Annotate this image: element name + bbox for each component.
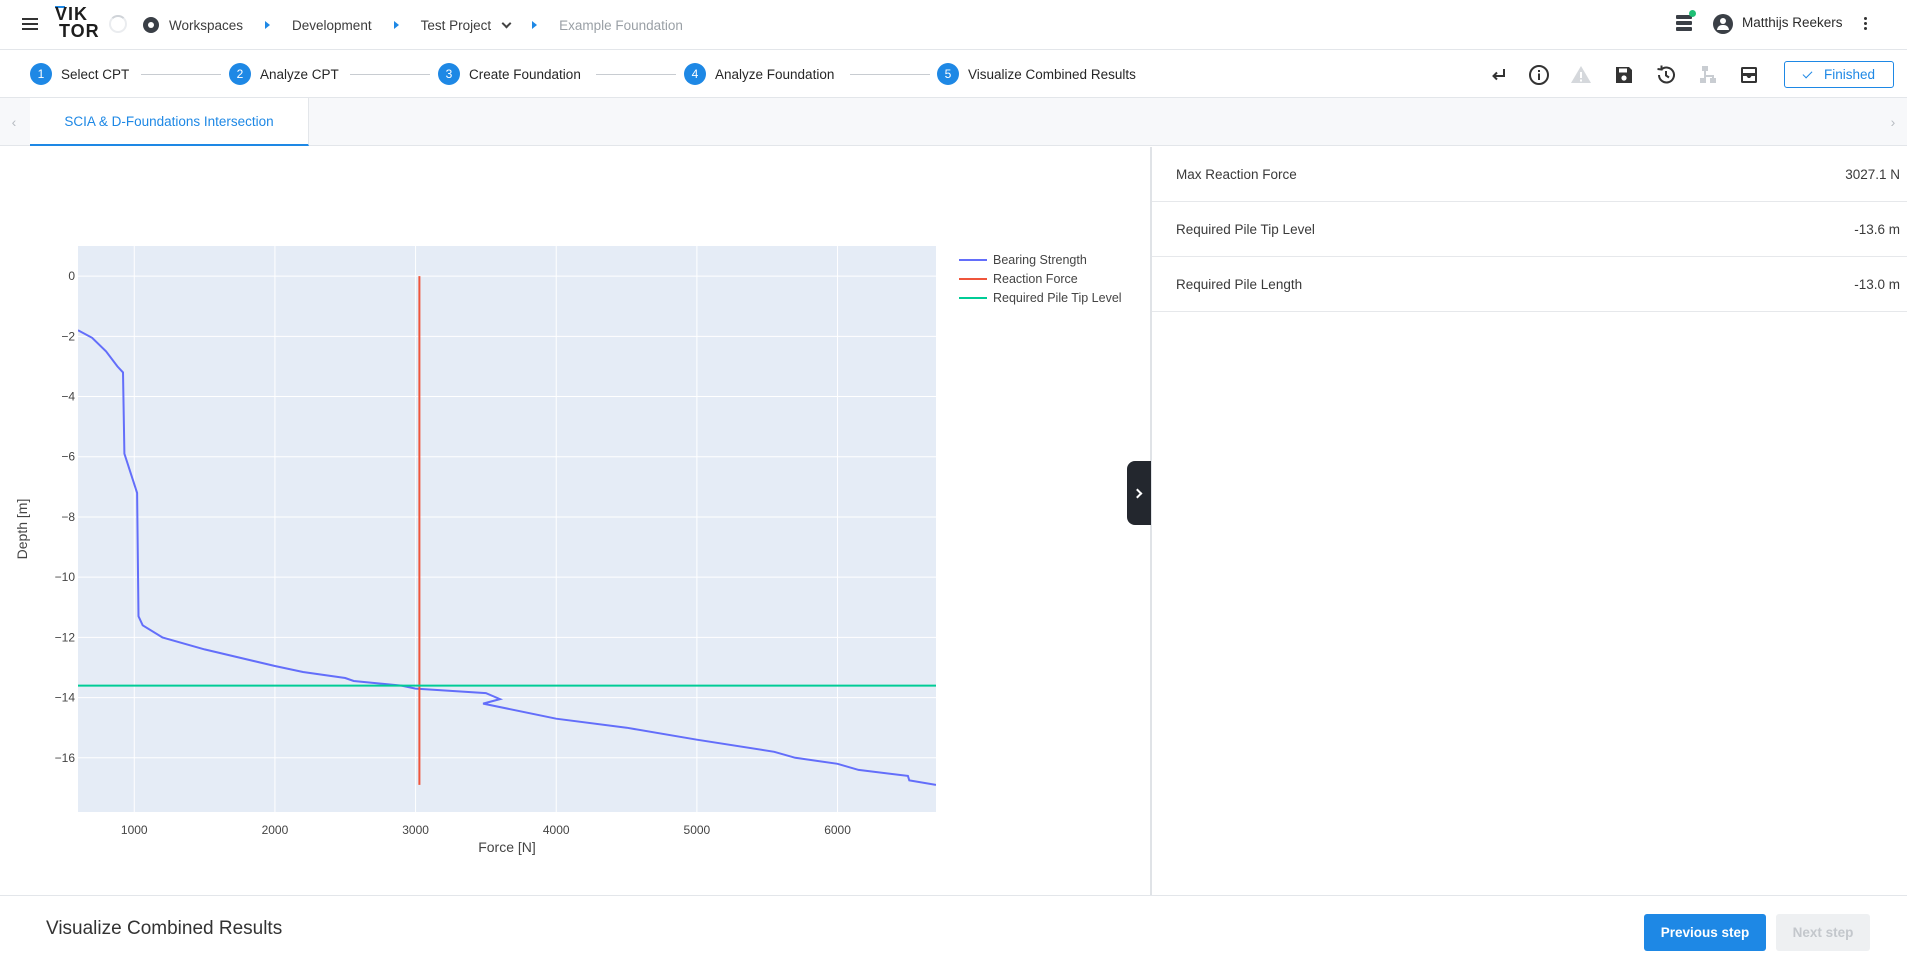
x-axis-title: Force [N]: [478, 839, 536, 855]
chevron-right-icon: [1132, 488, 1143, 498]
x-tick-label: 5000: [684, 823, 711, 837]
tab-scroll-right-icon[interactable]: ›: [1890, 114, 1896, 130]
check-icon: [1802, 68, 1813, 78]
panel-divider[interactable]: [1150, 147, 1152, 895]
tab-bar: ‹ SCIA & D-Foundations Intersection ›: [0, 98, 1907, 146]
step-analyze-foundation[interactable]: 4 Analyze Foundation: [684, 63, 834, 85]
result-row-required-pile-length: Required Pile Length -13.0 m: [1152, 257, 1907, 312]
workspaces-icon: [143, 17, 159, 33]
breadcrumb: Workspaces Development Test Project Exam…: [143, 0, 683, 50]
footer: Visualize Combined Results Previous step…: [0, 895, 1907, 965]
y-tick-label: −4: [61, 390, 75, 404]
logo-accent: [55, 6, 65, 8]
result-label: Required Pile Tip Level: [1176, 221, 1315, 237]
step-label: Select CPT: [61, 66, 130, 82]
y-tick-label: 0: [68, 269, 75, 283]
breadcrumb-label: Test Project: [420, 17, 492, 33]
hierarchy-icon: [1696, 63, 1720, 87]
y-tick-label: −12: [55, 630, 76, 644]
result-value: 3027.1 N: [1845, 166, 1900, 182]
y-tick-label: −16: [55, 751, 76, 765]
y-tick-label: −14: [55, 691, 76, 705]
loading-spinner-icon: [109, 15, 127, 33]
collapse-panel-button[interactable]: [1127, 461, 1151, 525]
step-number: 4: [684, 63, 706, 85]
step-number: 5: [937, 63, 959, 85]
breadcrumb-label: Example Foundation: [559, 17, 683, 33]
x-tick-label: 2000: [262, 823, 289, 837]
save-icon[interactable]: [1612, 63, 1636, 87]
legend-label: Bearing Strength: [993, 253, 1087, 267]
viktor-logo[interactable]: VIK TOR: [55, 4, 100, 41]
step-label: Create Foundation: [469, 66, 581, 82]
stepper: 1 Select CPT 2 Analyze CPT 3 Create Foun…: [0, 50, 1907, 98]
y-tick-label: −6: [61, 450, 75, 464]
result-label: Max Reaction Force: [1176, 166, 1297, 182]
x-tick-label: 3000: [402, 823, 429, 837]
info-icon[interactable]: [1527, 63, 1551, 87]
step-label: Analyze Foundation: [715, 66, 835, 82]
inbox-icon[interactable]: [1737, 63, 1761, 87]
status-dot: [1689, 10, 1696, 17]
breadcrumb-label: Development: [292, 17, 372, 33]
return-icon[interactable]: [1486, 63, 1510, 87]
result-value: -13.6 m: [1854, 221, 1900, 237]
breadcrumb-separator-icon: [265, 21, 271, 29]
next-step-button[interactable]: Next step: [1776, 914, 1870, 951]
plot-background: [78, 246, 936, 812]
y-tick-label: −10: [55, 570, 76, 584]
step-visualize-combined-results[interactable]: 5 Visualize Combined Results: [937, 63, 1136, 85]
step-create-foundation[interactable]: 3 Create Foundation: [438, 63, 581, 85]
y-tick-label: −8: [61, 510, 75, 524]
series-line-bearing-strength: [78, 329, 936, 786]
finished-button[interactable]: Finished: [1784, 61, 1894, 88]
chevron-down-icon[interactable]: [501, 18, 512, 28]
breadcrumb-development[interactable]: Development: [292, 18, 372, 33]
step-number: 1: [30, 63, 52, 85]
step-connector: [350, 74, 430, 75]
breadcrumb-separator-icon: [393, 21, 399, 29]
footer-step-title: Visualize Combined Results: [46, 918, 283, 939]
step-connector: [141, 74, 221, 75]
history-icon[interactable]: [1654, 63, 1678, 87]
top-bar: VIK TOR Workspaces Development Test Proj…: [0, 0, 1907, 50]
user-name[interactable]: Matthijs Reekers: [1742, 15, 1843, 30]
y-tick-label: −2: [61, 329, 75, 343]
step-label: Analyze CPT: [260, 66, 339, 82]
tab-scia-dfoundations-intersection[interactable]: SCIA & D-Foundations Intersection: [30, 98, 309, 146]
step-connector: [850, 74, 930, 75]
x-tick-label: 4000: [543, 823, 570, 837]
step-connector: [596, 74, 676, 75]
more-options-icon[interactable]: [1864, 17, 1868, 31]
step-number: 2: [229, 63, 251, 85]
jobs-stack-icon[interactable]: [1675, 14, 1693, 32]
step-select-cpt[interactable]: 1 Select CPT: [30, 63, 129, 85]
breadcrumb-example-foundation: Example Foundation: [559, 18, 683, 33]
result-label: Required Pile Length: [1176, 276, 1303, 292]
result-value: -13.0 m: [1854, 276, 1900, 292]
y-axis-title: Depth [m]: [14, 499, 30, 560]
step-label: Visualize Combined Results: [968, 66, 1136, 82]
tab-scroll-left-icon[interactable]: ‹: [11, 114, 17, 130]
results-panel: Max Reaction Force 3027.1 N Required Pil…: [1152, 147, 1907, 312]
result-row-required-pile-tip-level: Required Pile Tip Level -13.6 m: [1152, 202, 1907, 257]
breadcrumb-separator-icon: [532, 21, 538, 29]
menu-icon[interactable]: [22, 17, 42, 31]
legend-label: Reaction Force: [993, 272, 1078, 286]
legend-label: Required Pile Tip Level: [993, 291, 1122, 305]
x-tick-label: 1000: [121, 823, 148, 837]
breadcrumb-test-project[interactable]: Test Project: [420, 17, 512, 33]
breadcrumb-label: Workspaces: [169, 17, 244, 33]
x-tick-label: 6000: [824, 823, 851, 837]
account-icon[interactable]: [1713, 14, 1733, 34]
step-analyze-cpt[interactable]: 2 Analyze CPT: [229, 63, 339, 85]
result-row-max-reaction-force: Max Reaction Force 3027.1 N: [1152, 147, 1907, 202]
breadcrumb-workspaces[interactable]: Workspaces: [143, 17, 243, 33]
chart-plot[interactable]: 1000 2000 3000 4000 5000 6000 0 −2 −4 −6 −8 −10 −12 −…: [0, 147, 1150, 895]
step-number: 3: [438, 63, 460, 85]
previous-step-button[interactable]: Previous step: [1644, 914, 1766, 951]
warning-icon: [1569, 63, 1593, 87]
finished-label: Finished: [1823, 67, 1876, 82]
